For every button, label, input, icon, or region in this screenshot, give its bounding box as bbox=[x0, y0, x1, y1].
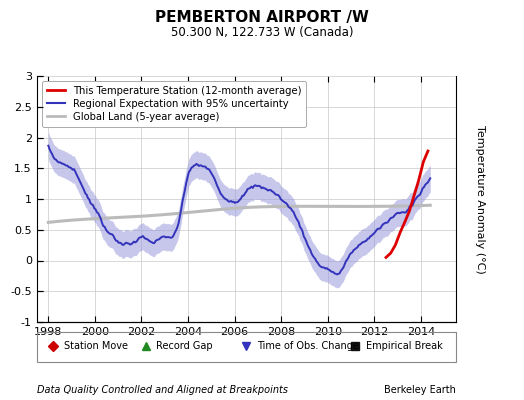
Y-axis label: Temperature Anomaly (°C): Temperature Anomaly (°C) bbox=[475, 125, 485, 273]
Text: Berkeley Earth: Berkeley Earth bbox=[384, 385, 456, 395]
Text: Record Gap: Record Gap bbox=[156, 341, 213, 351]
Text: Time of Obs. Change: Time of Obs. Change bbox=[257, 341, 358, 351]
Text: Data Quality Controlled and Aligned at Breakpoints: Data Quality Controlled and Aligned at B… bbox=[37, 385, 288, 395]
Text: 50.300 N, 122.733 W (Canada): 50.300 N, 122.733 W (Canada) bbox=[171, 26, 353, 39]
Text: Station Move: Station Move bbox=[64, 341, 128, 351]
Text: PEMBERTON AIRPORT /W: PEMBERTON AIRPORT /W bbox=[155, 10, 369, 25]
Text: Empirical Break: Empirical Break bbox=[366, 341, 442, 351]
Legend: This Temperature Station (12-month average), Regional Expectation with 95% uncer: This Temperature Station (12-month avera… bbox=[42, 81, 306, 127]
